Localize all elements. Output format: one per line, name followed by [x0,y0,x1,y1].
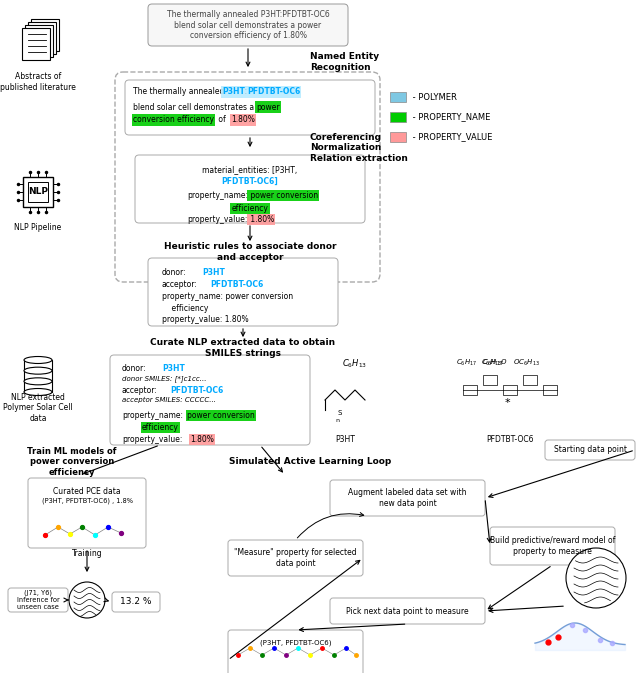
Text: power conversion: power conversion [187,411,255,420]
Text: NLP Pipeline: NLP Pipeline [14,223,61,232]
Ellipse shape [24,378,52,385]
Text: property_value:: property_value: [122,435,182,444]
Text: PFDTBT-OC6: PFDTBT-OC6 [247,87,300,96]
FancyBboxPatch shape [8,588,68,612]
FancyBboxPatch shape [390,92,406,102]
FancyBboxPatch shape [545,440,635,460]
Text: S: S [338,410,342,416]
Text: power conversion: power conversion [248,191,318,200]
Text: property_value:: property_value: [188,215,248,224]
Text: 1.80%: 1.80% [231,116,255,125]
Bar [483,375,497,385]
Text: acceptor SMILES: CCCCC...: acceptor SMILES: CCCCC... [122,397,216,403]
Text: $C_6H_{13}$: $C_6H_{13}$ [342,358,367,371]
Text: blend solar cell demonstrates a: blend solar cell demonstrates a [133,102,257,112]
Text: NLP extracted
Polymer Solar Cell
data: NLP extracted Polymer Solar Cell data [3,393,73,423]
Text: 1.80%: 1.80% [190,435,214,444]
Text: donor SMILES: [*]c1cc...: donor SMILES: [*]c1cc... [122,375,207,382]
Text: Starting data point: Starting data point [554,446,627,454]
Text: Coreferencing
Normalization
Relation extraction: Coreferencing Normalization Relation ext… [310,133,408,163]
Circle shape [69,582,105,618]
Bar [503,385,517,395]
Text: P3HT: P3HT [335,435,355,444]
Bar [24,360,52,392]
Text: acceptor:: acceptor: [122,386,158,395]
Text: Simulated Active Learning Loop: Simulated Active Learning Loop [229,458,391,466]
Text: PFDTBT-OC6]: PFDTBT-OC6] [221,177,278,186]
Text: Curated PCE data: Curated PCE data [53,487,121,496]
Text: Pick next data point to measure: Pick next data point to measure [346,606,469,616]
Text: power: power [256,102,280,112]
Ellipse shape [24,388,52,396]
Text: $C_6H_{17}$   $C_6H_{17}$: $C_6H_{17}$ $C_6H_{17}$ [456,358,504,368]
Text: Abstracts of
published literature: Abstracts of published literature [0,72,76,92]
FancyBboxPatch shape [112,592,160,612]
Text: 1.80%: 1.80% [248,215,275,224]
Text: - PROPERTY_NAME: - PROPERTY_NAME [410,112,490,122]
Text: conversion efficiency: conversion efficiency [133,116,214,125]
Text: - PROPERTY_VALUE: - PROPERTY_VALUE [410,133,492,141]
Bar [28,22,56,54]
Text: The thermally annealed P3HT:PFDTBT-OC6
blend solar cell demonstrates a power
con: The thermally annealed P3HT:PFDTBT-OC6 b… [166,10,330,40]
FancyBboxPatch shape [390,132,406,142]
FancyBboxPatch shape [490,527,615,565]
Text: efficiency: efficiency [232,204,268,213]
FancyBboxPatch shape [110,355,310,445]
Bar [23,177,53,207]
FancyBboxPatch shape [148,258,338,326]
FancyBboxPatch shape [390,112,406,122]
FancyBboxPatch shape [330,480,485,516]
Circle shape [566,548,626,608]
Text: donor:: donor: [122,364,147,373]
Bar [543,385,557,395]
Text: *: * [504,398,510,408]
Text: PFDTBT-OC6: PFDTBT-OC6 [486,435,534,444]
Text: "Measure" property for selected
data point: "Measure" property for selected data poi… [234,548,357,568]
Text: acceptor:: acceptor: [162,280,198,289]
Text: property_value: 1.80%: property_value: 1.80% [162,315,248,324]
Text: Training: Training [72,548,102,557]
Text: Train ML models of
power conversion
efficiency: Train ML models of power conversion effi… [28,447,116,477]
Text: property_name: power conversion: property_name: power conversion [162,292,293,301]
FancyBboxPatch shape [148,4,348,46]
Text: $C_6H_{13}O$   $OC_6H_{13}$: $C_6H_{13}O$ $OC_6H_{13}$ [481,358,540,368]
Text: Named Entity
Recognition: Named Entity Recognition [310,52,379,72]
FancyBboxPatch shape [135,155,365,223]
FancyBboxPatch shape [28,478,146,548]
Bar [31,19,59,51]
Text: :: : [244,87,246,96]
FancyBboxPatch shape [228,630,363,673]
Text: property_name:: property_name: [122,411,183,420]
Text: PFDTBT-OC6: PFDTBT-OC6 [210,280,263,289]
Text: (P3HT, PFDTBT-OC6) , 1.8%: (P3HT, PFDTBT-OC6) , 1.8% [42,497,132,503]
Text: property_name:: property_name: [187,191,248,200]
Text: - POLYMER: - POLYMER [410,92,457,102]
Text: P3HT: P3HT [162,364,185,373]
FancyBboxPatch shape [330,598,485,624]
Bar [523,375,537,385]
Text: material_entities: [P3HT,: material_entities: [P3HT, [202,165,298,174]
Ellipse shape [24,357,52,363]
Text: of: of [216,116,228,125]
FancyBboxPatch shape [125,80,375,135]
Text: Build predictive/reward model of
property to measure: Build predictive/reward model of propert… [490,536,615,556]
Bar [25,25,53,57]
FancyBboxPatch shape [228,540,363,576]
Text: efficiency: efficiency [142,423,179,432]
Text: P3HT: P3HT [202,268,225,277]
Text: (P3HT, PFDTBT-OC6): (P3HT, PFDTBT-OC6) [260,639,332,645]
Text: n: n [335,417,339,423]
Text: NLP: NLP [28,188,48,197]
Text: (J71, Y6)
Inference for
unseen case: (J71, Y6) Inference for unseen case [17,590,60,610]
Text: donor:: donor: [162,268,187,277]
Text: P3HT: P3HT [222,87,245,96]
Text: 13.2 %: 13.2 % [120,598,152,606]
Text: Heuristic rules to associate donor
and acceptor: Heuristic rules to associate donor and a… [164,242,336,262]
Text: Curate NLP extracted data to obtain
SMILES strings: Curate NLP extracted data to obtain SMIL… [150,339,335,358]
Text: efficiency: efficiency [162,304,209,313]
Bar [22,28,50,60]
Bar [463,385,477,395]
Ellipse shape [24,367,52,374]
Bar [28,182,47,202]
Text: The thermally annealed: The thermally annealed [133,87,227,96]
